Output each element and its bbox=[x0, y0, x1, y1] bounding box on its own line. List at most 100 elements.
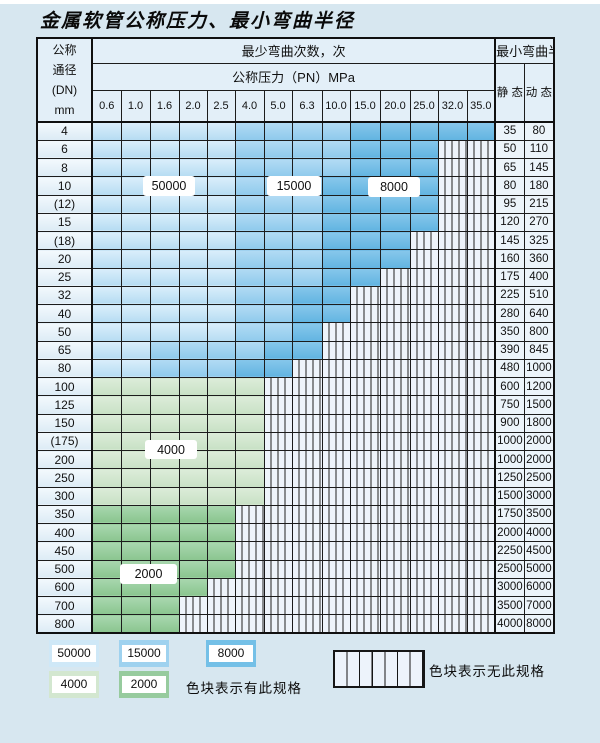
grid-cell-unavailable bbox=[349, 486, 381, 506]
grid-cell-available bbox=[91, 541, 122, 561]
pressure-tick: 2.0 bbox=[178, 89, 208, 123]
grid-cell-available bbox=[263, 194, 293, 214]
grid-cell-available bbox=[149, 541, 180, 561]
grid-cell-unavailable bbox=[466, 303, 497, 324]
dynamic-radius-value: 270 bbox=[523, 212, 555, 233]
grid-cell-unavailable bbox=[263, 504, 293, 525]
table-row: 25 175 400 bbox=[36, 267, 555, 287]
grid-cell-unavailable bbox=[291, 413, 323, 433]
header-radius-label: 最小弯曲半径 bbox=[494, 37, 555, 64]
grid-cell-unavailable bbox=[263, 449, 293, 470]
grid-cell-available bbox=[321, 121, 351, 141]
grid-cell-available bbox=[291, 322, 323, 342]
grid-cell-available bbox=[291, 139, 323, 160]
grid-cell-available bbox=[321, 230, 351, 251]
grid-cell-available bbox=[234, 340, 265, 360]
legend-chip-value: 50000 bbox=[52, 645, 96, 662]
grid-cell-unavailable bbox=[466, 249, 497, 269]
grid-cell-available bbox=[291, 157, 323, 178]
grid-cell-unavailable bbox=[466, 322, 497, 342]
grid-cell-available bbox=[206, 340, 236, 360]
grid-cell-unavailable bbox=[409, 285, 439, 306]
grid-cell-unavailable bbox=[234, 541, 265, 561]
grid-cell-unavailable bbox=[409, 614, 439, 634]
grid-cell-unavailable bbox=[291, 541, 323, 561]
dynamic-radius-value: 8000 bbox=[523, 614, 555, 634]
static-radius-value: 80 bbox=[494, 176, 525, 196]
static-radius-value: 1250 bbox=[494, 468, 525, 488]
grid-cell-available bbox=[263, 212, 293, 233]
grid-cell-unavailable bbox=[379, 431, 411, 452]
grid-cell-available bbox=[178, 541, 208, 561]
grid-cell-unavailable bbox=[263, 614, 293, 634]
table-row: 50 350 800 bbox=[36, 322, 555, 342]
dynamic-radius-value: 2500 bbox=[523, 468, 555, 488]
grid-cell-unavailable bbox=[466, 431, 497, 452]
grid-cell-available bbox=[91, 431, 122, 452]
grid-cell-available bbox=[349, 157, 381, 178]
table-row: (175) 1000 2000 bbox=[36, 431, 555, 452]
grid-cell-unavailable bbox=[321, 468, 351, 488]
grid-cell-unavailable bbox=[409, 303, 439, 324]
grid-cell-available bbox=[291, 121, 323, 141]
grid-cell-available bbox=[120, 322, 151, 342]
pressure-tick: 0.6 bbox=[91, 89, 122, 123]
grid-cell-unavailable bbox=[291, 431, 323, 452]
grid-cell-available bbox=[291, 267, 323, 287]
grid-cell-unavailable bbox=[466, 376, 497, 397]
grid-cell-available bbox=[206, 559, 236, 579]
grid-cell-unavailable bbox=[466, 595, 497, 616]
dn-header-line: mm bbox=[54, 103, 75, 117]
grid-cell-unavailable bbox=[437, 139, 468, 160]
grid-cell-unavailable bbox=[263, 577, 293, 598]
grid-cell-available bbox=[263, 139, 293, 160]
grid-cell-available bbox=[263, 358, 293, 379]
grid-cell-unavailable bbox=[437, 614, 468, 634]
pressure-tick: 5.0 bbox=[263, 89, 293, 123]
grid-cell-unavailable bbox=[409, 358, 439, 379]
grid-cell-available bbox=[91, 522, 122, 543]
legend-available-text: 色块表示有此规格 bbox=[186, 681, 302, 696]
dynamic-radius-value: 7000 bbox=[523, 595, 555, 616]
dn-cell: 800 bbox=[36, 614, 93, 634]
grid-cell-unavailable bbox=[437, 285, 468, 306]
grid-cell-unavailable bbox=[349, 468, 381, 488]
grid-cell-unavailable bbox=[409, 376, 439, 397]
grid-cell-available bbox=[149, 322, 180, 342]
dn-cell: 300 bbox=[36, 486, 93, 506]
dn-cell: 50 bbox=[36, 322, 93, 342]
grid-cell-unavailable bbox=[349, 577, 381, 598]
grid-cell-available bbox=[206, 376, 236, 397]
dynamic-radius-value: 845 bbox=[523, 340, 555, 360]
static-radius-value: 1000 bbox=[494, 449, 525, 470]
legend-chip-value: 15000 bbox=[122, 645, 166, 662]
grid-cell-unavailable bbox=[437, 522, 468, 543]
grid-cell-unavailable bbox=[379, 303, 411, 324]
grid-cell-available bbox=[91, 230, 122, 251]
grid-cell-unavailable bbox=[466, 285, 497, 306]
grid-cell-available bbox=[379, 230, 411, 251]
grid-cell-unavailable bbox=[437, 577, 468, 598]
grid-cell-available bbox=[178, 340, 208, 360]
dynamic-radius-value: 510 bbox=[523, 285, 555, 306]
grid-cell-unavailable bbox=[466, 194, 497, 214]
grid-cell-unavailable bbox=[349, 413, 381, 433]
grid-cell-unavailable bbox=[263, 431, 293, 452]
legend-unavailable-text: 色块表示无此规格 bbox=[429, 664, 545, 679]
grid-cell-available bbox=[321, 267, 351, 287]
grid-cell-unavailable bbox=[437, 340, 468, 360]
grid-cell-available bbox=[91, 449, 122, 470]
grid-cell-unavailable bbox=[206, 577, 236, 598]
grid-cell-unavailable bbox=[321, 522, 351, 543]
table-row: 700 3500 7000 bbox=[36, 595, 555, 616]
grid-cell-unavailable bbox=[466, 468, 497, 488]
static-radius-value: 2250 bbox=[494, 541, 525, 561]
grid-cell-available bbox=[291, 212, 323, 233]
grid-cell-unavailable bbox=[349, 431, 381, 452]
grid-cell-unavailable bbox=[379, 322, 411, 342]
grid-cell-unavailable bbox=[234, 559, 265, 579]
pressure-tick: 1.6 bbox=[149, 89, 180, 123]
grid-cell-unavailable bbox=[466, 577, 497, 598]
grid-cell-unavailable bbox=[466, 614, 497, 634]
